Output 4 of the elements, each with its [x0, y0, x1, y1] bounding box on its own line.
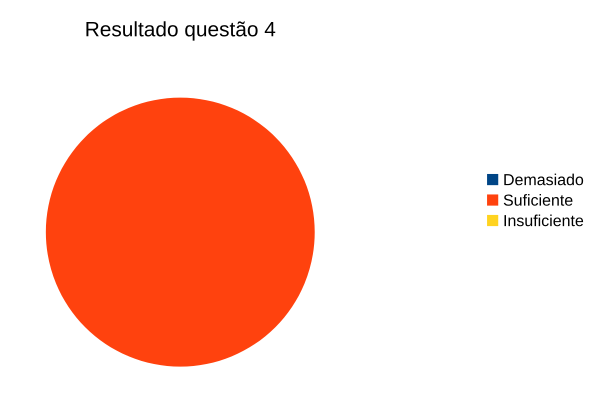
legend-label: Demasiado	[504, 174, 584, 186]
legend-label: Suficiente	[504, 194, 572, 206]
legend-label: Insuficiente	[504, 214, 584, 226]
chart-title: Resultado questão 4	[86, 21, 276, 41]
